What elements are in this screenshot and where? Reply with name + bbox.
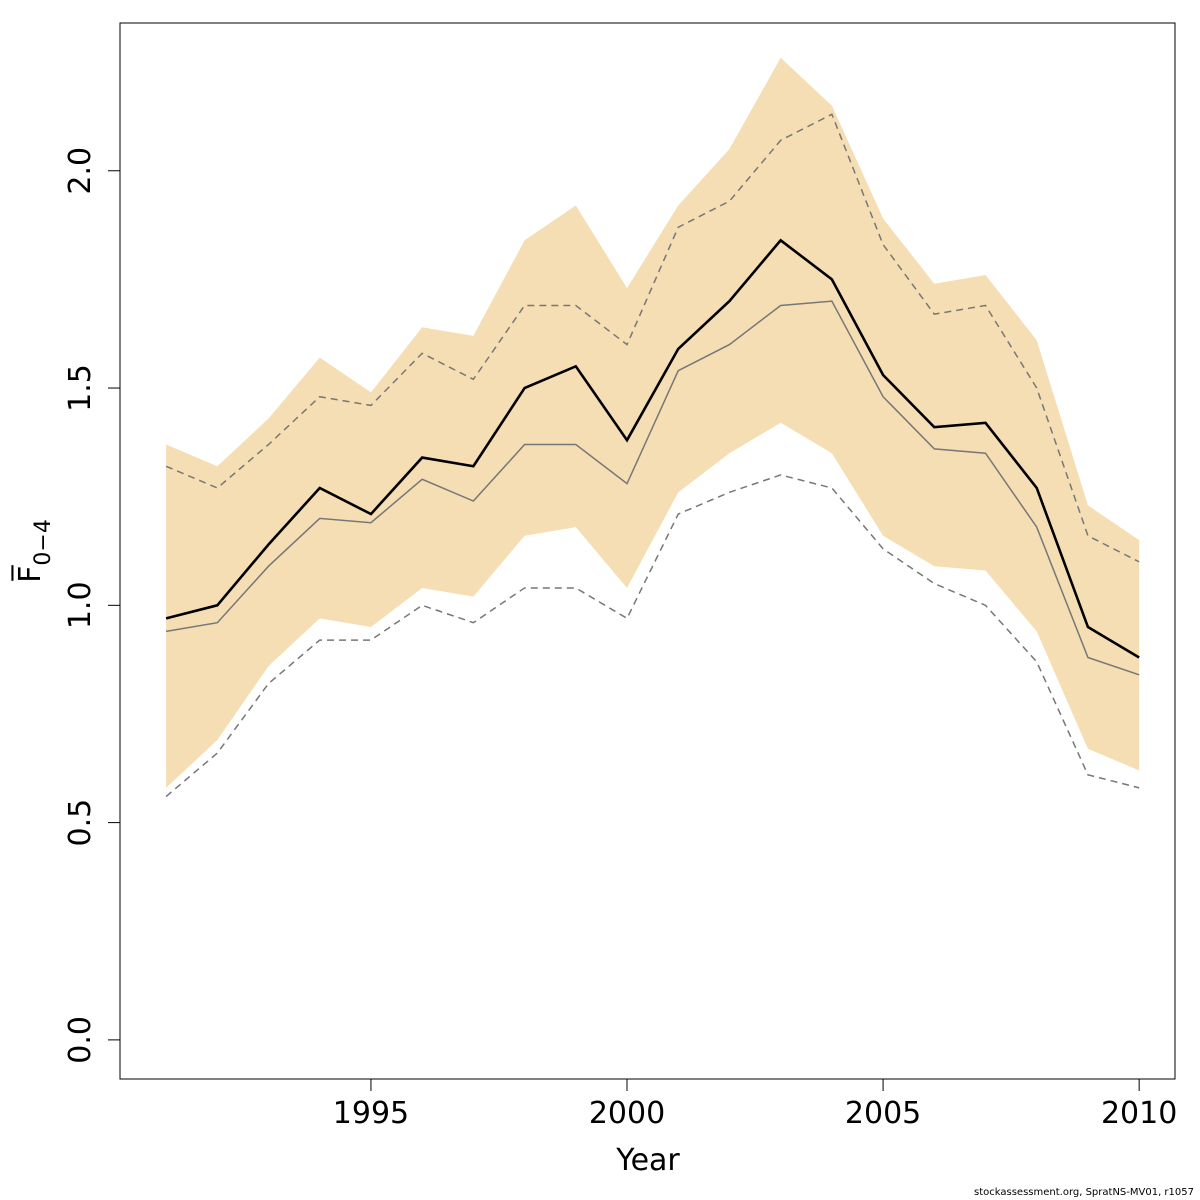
confidence-band bbox=[166, 57, 1140, 788]
y-tick-label: 0.5 bbox=[63, 799, 98, 847]
x-tick-label: 2005 bbox=[845, 1096, 921, 1131]
y-axis-title-subscript: 0−4 bbox=[31, 519, 56, 565]
y-tick-label: 1.5 bbox=[63, 364, 98, 412]
y-tick-label: 2.0 bbox=[63, 147, 98, 195]
series-line-2 bbox=[165, 300, 1140, 676]
x-tick-label: 2010 bbox=[1101, 1096, 1177, 1131]
x-tick-label: 2000 bbox=[589, 1096, 665, 1131]
y-axis-title: F̅0−4 bbox=[11, 519, 56, 583]
y-axis: 0.0 0.5 1.0 1.5 2.0 bbox=[63, 147, 121, 1064]
y-tick-label: 0.0 bbox=[63, 1016, 98, 1064]
series-layer bbox=[165, 113, 1140, 798]
y-axis-title-main: F̅ bbox=[11, 565, 48, 583]
footer-credit: stockassessment.org, SpratNS-MV01, r1057 bbox=[974, 1187, 1194, 1198]
x-tick-label: 1995 bbox=[333, 1096, 409, 1131]
y-tick-label: 1.0 bbox=[63, 581, 98, 629]
series-line-1 bbox=[165, 238, 1140, 659]
confidence-band-layer bbox=[166, 57, 1140, 788]
svg-text:F̅0−4: F̅0−4 bbox=[11, 519, 56, 583]
series-line-4 bbox=[165, 474, 1140, 798]
x-axis: 1995 2000 2005 2010 bbox=[333, 1078, 1177, 1131]
x-axis-title: Year bbox=[615, 1143, 680, 1178]
